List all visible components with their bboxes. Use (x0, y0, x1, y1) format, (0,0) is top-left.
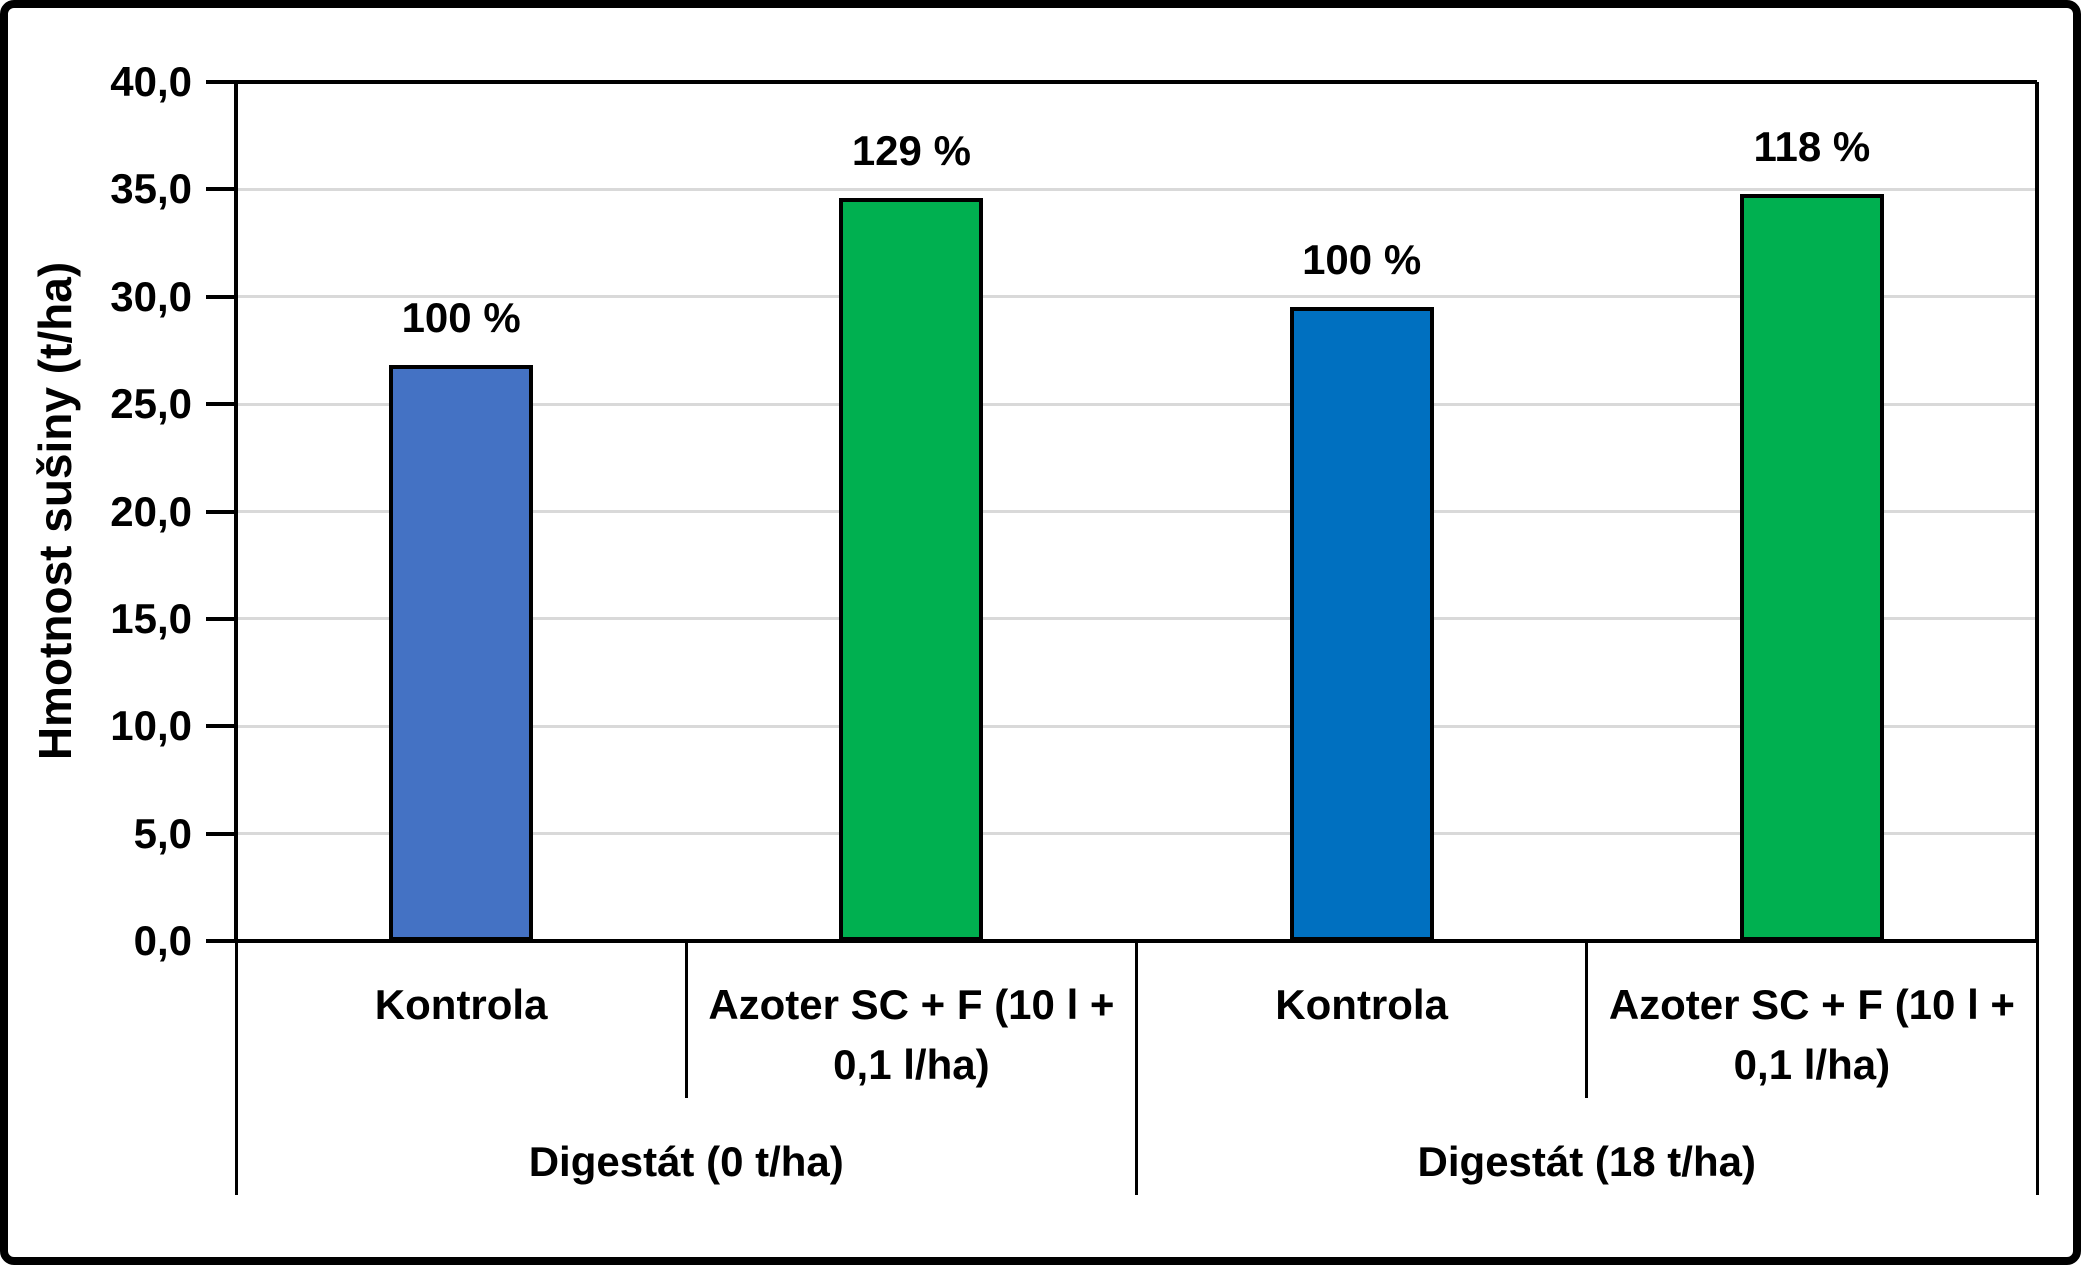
category-divider (684, 941, 688, 1098)
x-category-label-line: 0,1 l/ha) (833, 1041, 990, 1088)
y-axis-tick-label: 40,0 (110, 58, 192, 105)
y-axis-tick (206, 294, 236, 299)
x-category-label-line: Azoter SC + F (10 l + (1608, 981, 2015, 1028)
y-gridline (236, 832, 2037, 836)
x-group-label: Digestát (0 t/ha) (528, 1138, 844, 1185)
y-axis-tick (206, 831, 236, 836)
y-axis-tick (206, 80, 236, 84)
x-category-label-line: Kontrola (1275, 981, 1448, 1028)
bar-kontrola (389, 365, 534, 941)
x-category-label: Kontrola (1142, 975, 1582, 1035)
x-axis-line (206, 939, 2037, 943)
category-group-divider (1135, 941, 1138, 1195)
x-category-label: Azoter SC + F (10 l + 0,1 l/ha) (691, 975, 1131, 1095)
category-divider (1585, 941, 1589, 1098)
bar-azoter-sc-f-10-l-0-1-l-ha (1739, 193, 1884, 941)
y-axis-tick (206, 616, 236, 621)
y-gridline (236, 402, 2037, 406)
category-group-divider (234, 941, 238, 1195)
y-axis-tick (206, 724, 236, 729)
x-category-label: Azoter SC + F (10 l + 0,1 l/ha) (1592, 975, 2032, 1095)
y-axis-tick-label: 20,0 (110, 487, 192, 535)
y-axis-tick-label: 15,0 (110, 594, 192, 642)
y-axis-tick (206, 402, 236, 407)
category-group-divider (2035, 941, 2039, 1195)
bar-value-label: 118 % (1753, 122, 1871, 170)
y-axis-tick-label: 35,0 (110, 165, 192, 213)
y-axis-tick (206, 509, 236, 514)
bar-value-label: 100 % (401, 294, 521, 342)
x-category-label-line: Azoter SC + F (10 l + (708, 981, 1115, 1028)
y-axis-tick-label: 5,0 (133, 809, 192, 857)
y-gridline (236, 617, 2037, 621)
x-category-label-line: Kontrola (374, 981, 548, 1028)
plot-top-border (236, 80, 2037, 84)
y-axis-tick-label: 10,0 (110, 702, 192, 750)
x-category-label: Kontrola (241, 975, 681, 1035)
plot-right-border (2035, 82, 2039, 941)
y-axis-line (234, 82, 238, 941)
y-gridline (236, 510, 2037, 513)
bar-kontrola (1289, 307, 1434, 941)
bar-value-label: 100 % (1302, 236, 1422, 284)
y-axis-tick (206, 187, 236, 192)
y-axis-tick-label: 30,0 (110, 272, 192, 320)
y-gridline (236, 724, 2037, 728)
y-axis-tick-label: 0,0 (133, 917, 192, 964)
y-gridline (236, 187, 2037, 191)
x-category-label-line: 0,1 l/ha) (1733, 1041, 1891, 1088)
y-axis-tick-label: 25,0 (110, 380, 192, 428)
bar-azoter-sc-f-10-l-0-1-l-ha (839, 197, 984, 941)
x-group-label: Digestát (18 t/ha) (1417, 1138, 1756, 1185)
y-gridline (236, 295, 2037, 299)
bar-value-label: 129 % (851, 126, 971, 174)
